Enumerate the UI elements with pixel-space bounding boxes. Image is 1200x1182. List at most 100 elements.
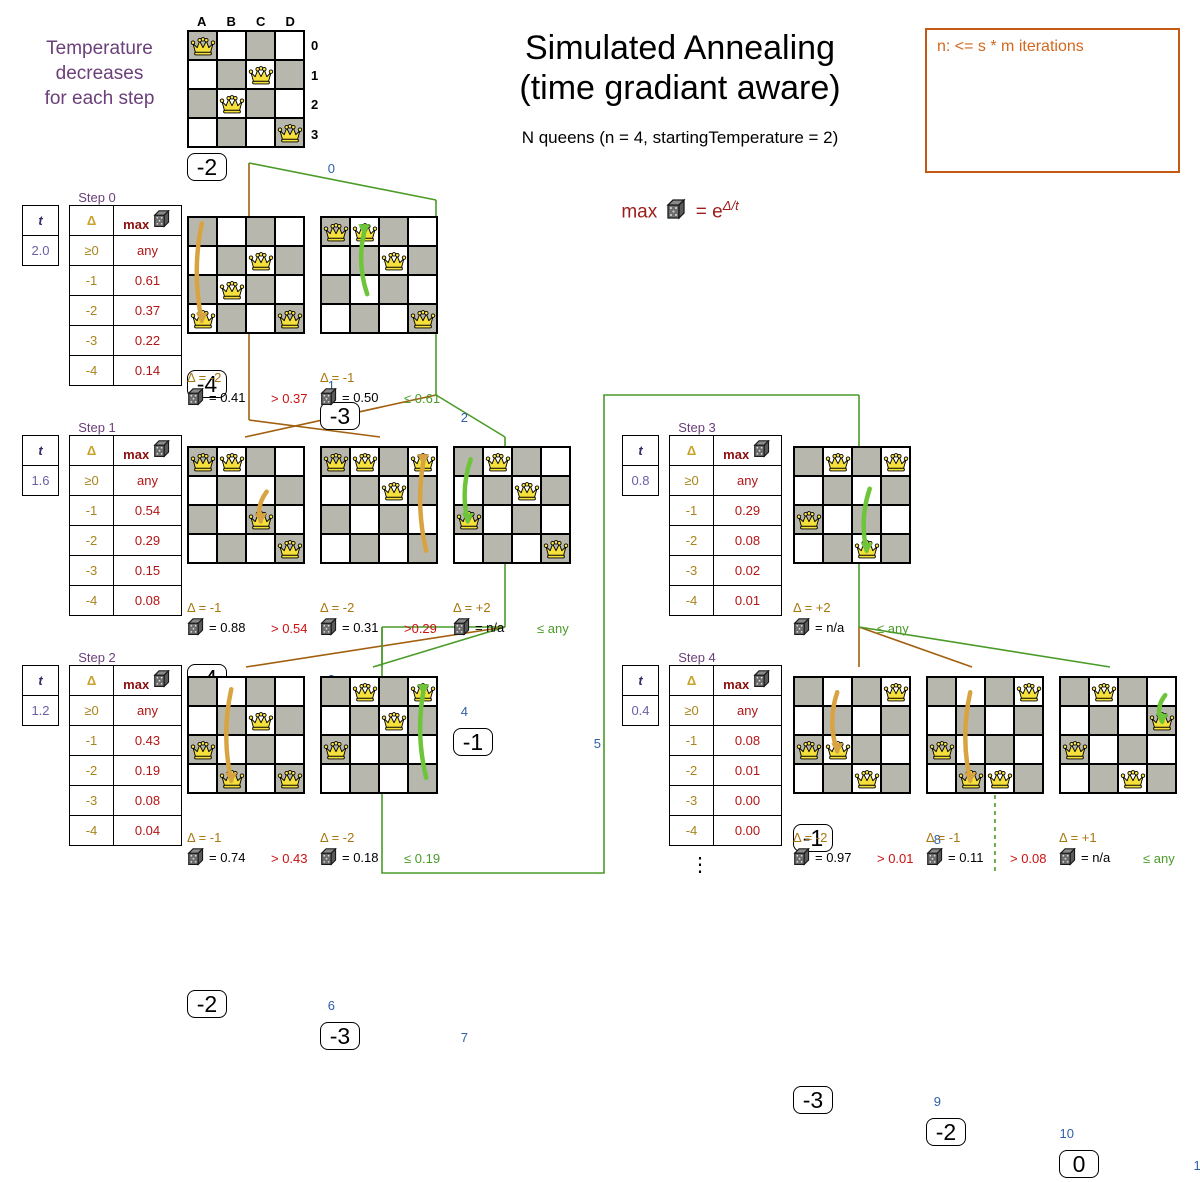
board-score: -1 — [453, 728, 493, 756]
comparison-5: ≤ any — [537, 621, 569, 636]
square-C2[interactable] — [246, 89, 275, 118]
arrow-layer-8 — [793, 446, 911, 564]
square-B2[interactable] — [217, 89, 246, 118]
dice-icon — [153, 670, 172, 689]
arrow-layer-2 — [320, 216, 438, 334]
title-line-2: (time gradiant aware) — [420, 68, 940, 108]
dice-value: = 0.97 — [815, 850, 852, 865]
queen-icon — [190, 36, 216, 56]
square-B0[interactable] — [217, 31, 246, 60]
square-A0[interactable] — [188, 31, 217, 60]
side-note: Temperature decreases for each step — [12, 36, 187, 111]
probability-formula: max = eΔ/t — [530, 198, 830, 227]
move-arrow — [187, 446, 305, 564]
board-score: -3 — [320, 1022, 360, 1050]
queen-icon — [219, 94, 245, 114]
comparison-3: > 0.54 — [271, 621, 308, 636]
dice-icon — [187, 388, 206, 407]
delta-label-6: Δ = -1 — [187, 830, 221, 845]
board-score: -2 — [187, 153, 227, 181]
page-title: Simulated Annealing (time gradiant aware… — [420, 28, 940, 108]
comparison-10: > 0.08 — [1010, 851, 1047, 866]
comparison-4: >0.29 — [404, 621, 437, 636]
dice-icon — [753, 440, 772, 459]
board-score: -2 — [187, 990, 227, 1018]
dice-row-1: = 0.41 — [187, 388, 246, 407]
dice-row-4: = 0.31 — [320, 618, 379, 637]
square-D2[interactable] — [275, 89, 304, 118]
square-A1[interactable] — [188, 60, 217, 89]
square-C1[interactable] — [246, 60, 275, 89]
title-line-1: Simulated Annealing — [420, 28, 940, 68]
dice-icon — [793, 848, 812, 867]
board-index: 9 — [934, 1094, 941, 1109]
move-arrow — [793, 446, 911, 564]
dice-value: = 0.88 — [209, 620, 246, 635]
chessboard-0[interactable] — [187, 30, 305, 148]
board-index: 2 — [461, 410, 468, 425]
score-row-11: 011 — [1059, 1150, 1200, 1182]
rank-label-2: 2 — [311, 90, 318, 120]
delta-label-11: Δ = +1 — [1059, 830, 1097, 845]
dice-value: = 0.41 — [209, 390, 246, 405]
arrow-layer-9 — [793, 676, 911, 794]
dice-row-3: = 0.88 — [187, 618, 246, 637]
square-B1[interactable] — [217, 60, 246, 89]
delta-label-1: Δ = -2 — [187, 370, 221, 385]
square-D1[interactable] — [275, 60, 304, 89]
square-B3[interactable] — [217, 118, 246, 147]
step-label: Step 3 — [622, 420, 772, 435]
move-arrow — [320, 446, 438, 564]
file-label-B: B — [217, 15, 247, 30]
dice-icon — [320, 388, 339, 407]
comparison-7: ≤ 0.19 — [404, 851, 440, 866]
square-C3[interactable] — [246, 118, 275, 147]
dice-icon — [153, 440, 172, 459]
dice-value: = n/a — [1081, 850, 1110, 865]
dice-value: = 0.50 — [342, 390, 379, 405]
square-C0[interactable] — [246, 31, 275, 60]
dice-icon — [793, 618, 812, 637]
file-label-C: C — [246, 15, 276, 30]
page-subtitle: N queens (n = 4, startingTemperature = 2… — [420, 128, 940, 148]
dice-icon — [153, 210, 172, 229]
move-arrow — [187, 676, 305, 794]
square-A3[interactable] — [188, 118, 217, 147]
square-D0[interactable] — [275, 31, 304, 60]
square-A2[interactable] — [188, 89, 217, 118]
move-arrow — [187, 216, 305, 334]
continuation-ellipsis: ⋮ — [690, 862, 710, 869]
dice-icon — [753, 670, 772, 689]
square-D3[interactable] — [275, 118, 304, 147]
comparison-9: > 0.01 — [877, 851, 914, 866]
comparison-8: ≤ any — [877, 621, 909, 636]
arrow-layer-3 — [187, 446, 305, 564]
board-score: -3 — [793, 1086, 833, 1114]
arrow-layer-7 — [320, 676, 438, 794]
